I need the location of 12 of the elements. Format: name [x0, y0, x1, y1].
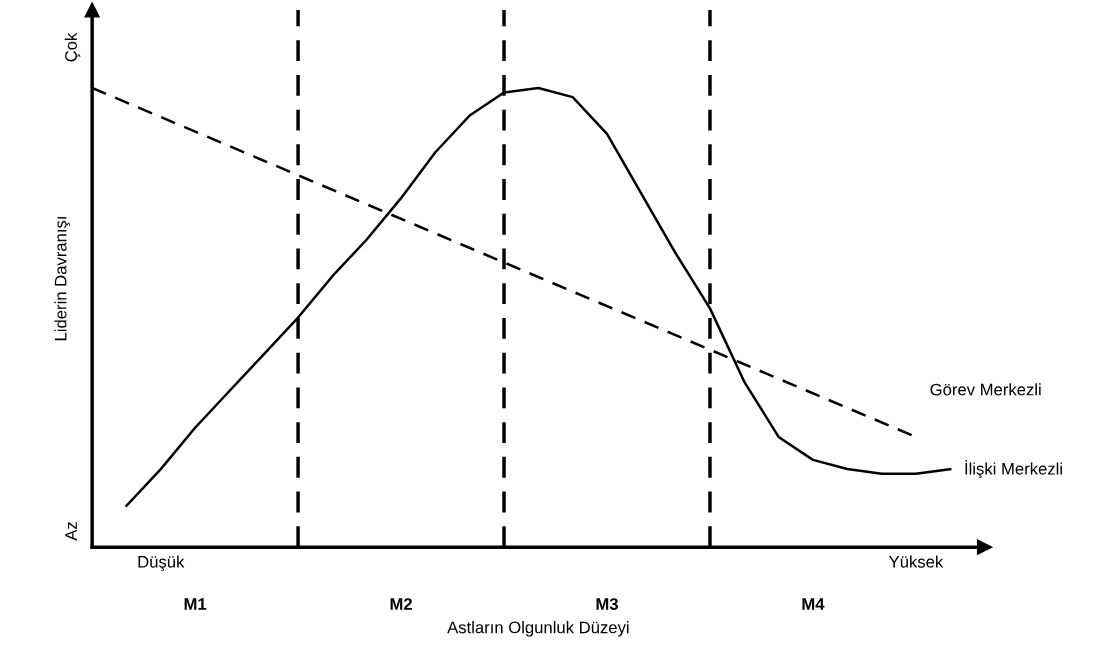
text: M3: [596, 598, 618, 610]
series-label: İlişki Merkezli: [965, 460, 1062, 479]
text: Az: [65, 522, 77, 541]
text: Çok: [64, 32, 81, 62]
text: Görev Merkezli: [930, 383, 1041, 396]
text: M1: [184, 598, 207, 610]
x-axis-title: Astların Olgunluk Düzeyi: [447, 621, 629, 637]
text: M4: [802, 598, 825, 610]
y-axis-title: Liderin Davranışı: [54, 217, 70, 341]
x-tick-label: Yüksek: [888, 555, 944, 568]
x-tick-label: Düşük: [138, 555, 185, 572]
text: M2: [390, 598, 412, 610]
